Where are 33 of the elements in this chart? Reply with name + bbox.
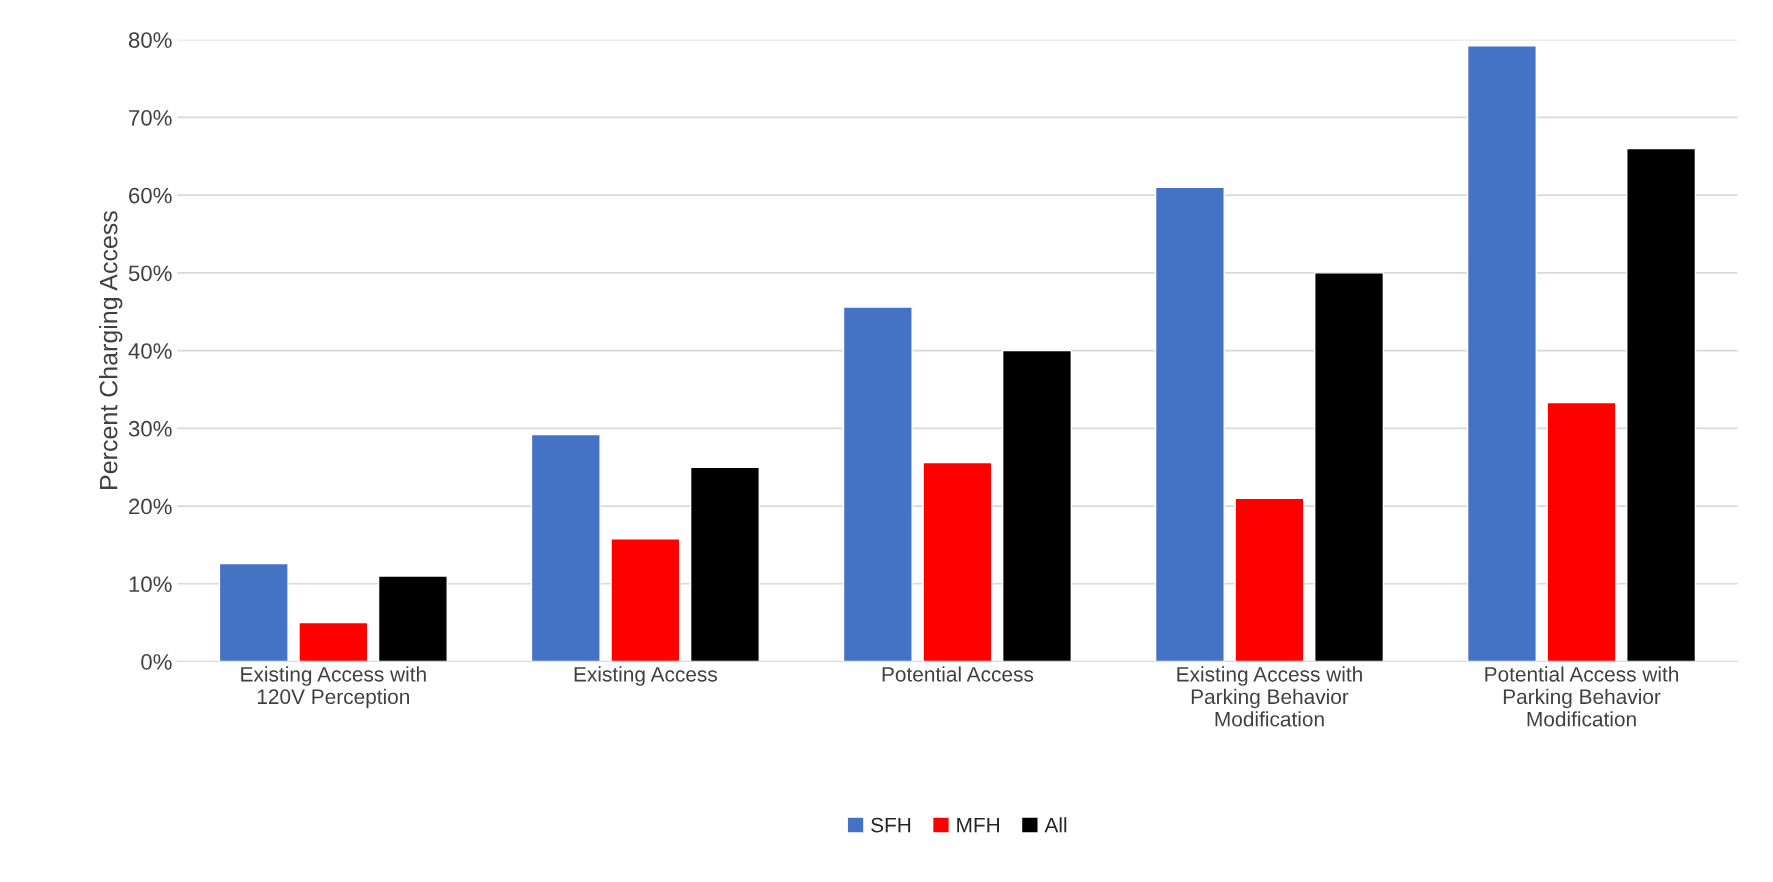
bar — [1626, 147, 1697, 662]
legend-label: SFH — [871, 817, 911, 833]
y-tick-label: 50% — [128, 265, 172, 282]
legend-label: All — [1044, 817, 1067, 833]
y-tick-label: 30% — [128, 420, 172, 437]
y-tick-label: 0% — [141, 654, 172, 670]
bar — [1546, 401, 1617, 662]
y-tick-label: 40% — [128, 343, 172, 359]
y-tick-label: 20% — [129, 498, 172, 515]
x-tick-label: Existing Access — [574, 666, 717, 686]
y-tick-label: 10% — [129, 576, 172, 593]
bar — [842, 306, 913, 662]
bar — [377, 575, 448, 662]
bar — [922, 461, 993, 662]
y-axis-title: Percent Charging Access — [99, 211, 123, 489]
bar — [1314, 272, 1385, 662]
legend-label: MFH — [957, 817, 999, 833]
bar — [1154, 186, 1225, 662]
bar — [689, 466, 760, 662]
y-tick-label: 60% — [129, 187, 172, 204]
x-tick-label: Existing Access with 120V Perception — [241, 666, 426, 709]
x-tick-label: Potential Access with Parking Behavior Modification — [1485, 666, 1679, 727]
bar — [1466, 45, 1537, 662]
y-tick-label: 70% — [129, 109, 172, 126]
bar — [1234, 497, 1305, 662]
y-tick-label: 80% — [128, 32, 172, 48]
bar — [218, 562, 289, 662]
bar — [610, 537, 681, 662]
bar — [298, 621, 369, 662]
bar — [530, 433, 601, 662]
x-tick-label: Potential Access — [882, 666, 1034, 682]
x-tick-label: Existing Access with Parking Behavior Modification — [1177, 666, 1362, 727]
bar — [1001, 349, 1073, 662]
